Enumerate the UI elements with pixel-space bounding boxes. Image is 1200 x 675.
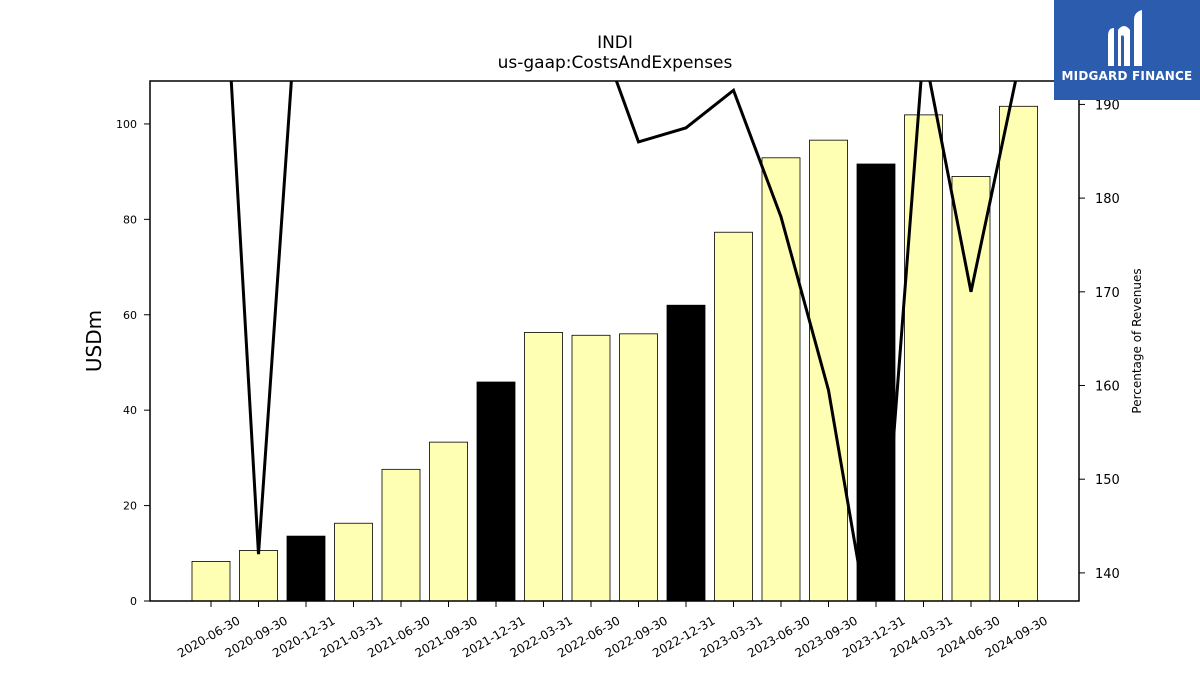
x-ticks: 2020-06-302020-09-302020-12-312021-03-31… [175, 601, 1050, 660]
y2-tick-label: 160 [1095, 380, 1120, 395]
y-tick-label: 40 [123, 404, 137, 417]
revenue-percentage-line-layer [229, 81, 1018, 601]
chart-subtitle: us-gaap:CostsAndExpenses [498, 53, 733, 73]
bar-2023-12-31 [856, 163, 896, 602]
y2-axis-label: Percentage of Revenues [1130, 268, 1144, 413]
bar-2022-06-30 [571, 334, 611, 602]
y-ticks: 0 20 40 60 80 100 [116, 118, 150, 608]
y2-tick-label: 170 [1095, 286, 1120, 301]
bars [191, 105, 1038, 602]
revenue-percentage-line [614, 81, 1018, 601]
bar-2022-09-30 [619, 333, 658, 602]
y2-ticks: 140 150 160 170 180 190 [1079, 98, 1120, 582]
midgard-logo-icon [1108, 10, 1142, 66]
y-tick-label: 0 [130, 595, 137, 608]
y-axis-label: USDm [82, 310, 106, 372]
y-tick-label: 20 [123, 500, 137, 513]
y2-tick-label: 180 [1095, 192, 1120, 207]
y2-tick-label: 190 [1095, 98, 1120, 113]
bar-2021-06-30 [381, 468, 421, 602]
bar-2024-06-30 [951, 176, 991, 602]
bar-2023-06-30 [761, 157, 801, 602]
bar-2024-03-31 [904, 114, 943, 602]
bar-2022-03-31 [524, 332, 563, 602]
brand-logo: MIDGARD FINANCE [1054, 0, 1200, 100]
y-tick-label: 100 [116, 118, 137, 131]
plot-frame [149, 80, 1080, 602]
y-tick-label: 60 [123, 309, 137, 322]
bar-2021-03-31 [334, 522, 373, 602]
chart-title: INDI [597, 33, 633, 53]
revenue-percentage-line [229, 81, 293, 555]
bar-2020-06-30 [191, 561, 231, 602]
logo-text: MIDGARD FINANCE [1061, 69, 1193, 83]
y-tick-label: 80 [123, 213, 137, 226]
bar-2021-12-31 [476, 381, 516, 602]
bar-2023-09-30 [809, 139, 848, 602]
bar-2020-12-31 [286, 535, 326, 602]
bar-2021-09-30 [429, 441, 468, 602]
bar-2023-03-31 [714, 231, 753, 602]
y2-tick-label: 140 [1095, 567, 1120, 582]
bar-2024-09-30 [999, 105, 1038, 602]
bar-2022-12-31 [666, 304, 706, 602]
y2-tick-label: 150 [1095, 473, 1120, 488]
bar-2020-09-30 [239, 550, 278, 602]
